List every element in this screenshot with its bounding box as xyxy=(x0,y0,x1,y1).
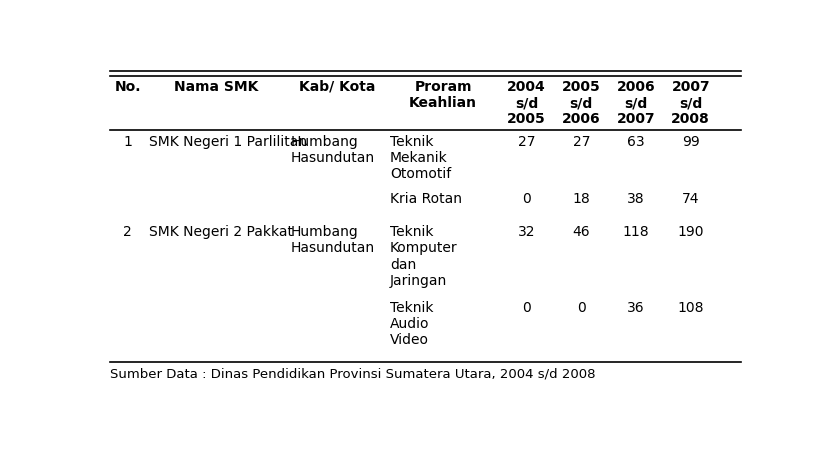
Text: 190: 190 xyxy=(677,225,704,239)
Text: 1: 1 xyxy=(124,135,132,149)
Text: 0: 0 xyxy=(577,301,586,315)
Text: Nama SMK: Nama SMK xyxy=(174,80,258,94)
Text: Proram
Keahlian: Proram Keahlian xyxy=(409,80,477,110)
Text: 27: 27 xyxy=(573,135,590,149)
Text: Sumber Data : Dinas Pendidikan Provinsi Sumatera Utara, 2004 s/d 2008: Sumber Data : Dinas Pendidikan Provinsi … xyxy=(110,368,596,381)
Text: 27: 27 xyxy=(518,135,535,149)
Text: 46: 46 xyxy=(573,225,590,239)
Text: 2006
s/d
2007: 2006 s/d 2007 xyxy=(617,80,656,126)
Text: Humbang
Hasundutan: Humbang Hasundutan xyxy=(290,225,374,255)
Text: 36: 36 xyxy=(627,301,645,315)
Text: SMK Negeri 2 Pakkat: SMK Negeri 2 Pakkat xyxy=(149,225,293,239)
Text: 38: 38 xyxy=(627,191,645,206)
Text: 2007
s/d
2008: 2007 s/d 2008 xyxy=(671,80,710,126)
Text: 18: 18 xyxy=(573,191,590,206)
Text: 2005
s/d
2006: 2005 s/d 2006 xyxy=(562,80,601,126)
Text: Teknik
Mekanik
Otomotif: Teknik Mekanik Otomotif xyxy=(390,135,452,181)
Text: Humbang
Hasundutan: Humbang Hasundutan xyxy=(290,135,374,165)
Text: Kab/ Kota: Kab/ Kota xyxy=(299,80,375,94)
Text: 99: 99 xyxy=(681,135,700,149)
Text: 74: 74 xyxy=(682,191,700,206)
Text: Teknik
Komputer
dan
Jaringan: Teknik Komputer dan Jaringan xyxy=(390,225,457,288)
Text: Kria Rotan: Kria Rotan xyxy=(390,191,462,206)
Text: 108: 108 xyxy=(677,301,704,315)
Text: 0: 0 xyxy=(522,301,531,315)
Text: 63: 63 xyxy=(627,135,645,149)
Text: 0: 0 xyxy=(522,191,531,206)
Text: No.: No. xyxy=(115,80,141,94)
Text: 2: 2 xyxy=(124,225,132,239)
Text: 2004
s/d
2005: 2004 s/d 2005 xyxy=(507,80,546,126)
Text: 32: 32 xyxy=(518,225,535,239)
Text: SMK Negeri 1 Parlilitan: SMK Negeri 1 Parlilitan xyxy=(149,135,307,149)
Text: Teknik
Audio
Video: Teknik Audio Video xyxy=(390,301,433,347)
Text: 118: 118 xyxy=(622,225,649,239)
